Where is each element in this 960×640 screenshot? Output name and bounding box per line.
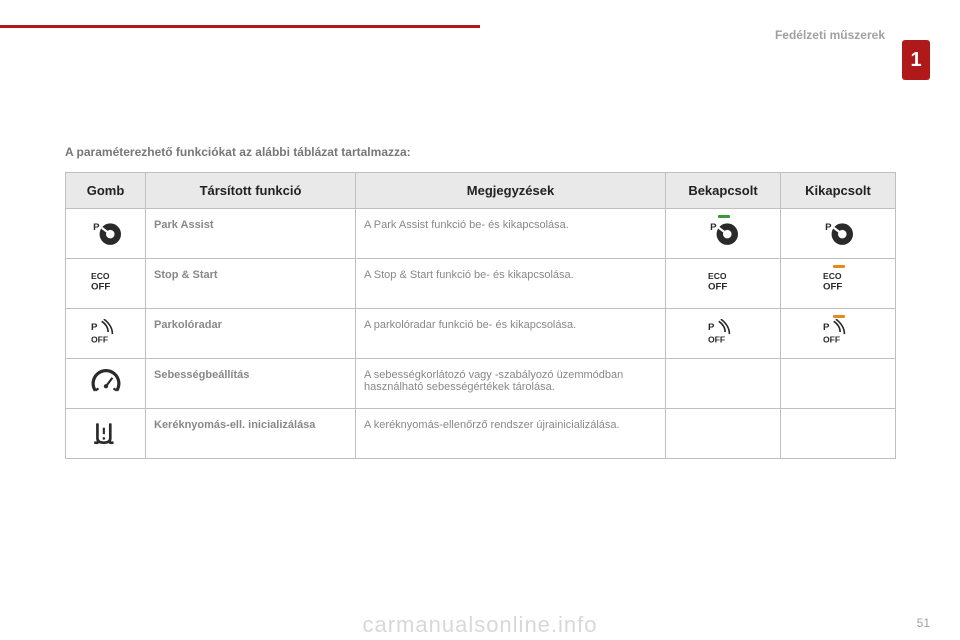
state-off — [781, 309, 896, 359]
function-note: A keréknyomás-ellenőrző rendszer újraini… — [356, 409, 666, 459]
table-row: Keréknyomás-ell. inicializálásaA kerékny… — [66, 409, 896, 459]
function-name: Parkolóradar — [146, 309, 356, 359]
watermark: carmanualsonline.info — [0, 612, 960, 638]
intro-text: A paraméterezhető funkciókat az alábbi t… — [65, 145, 411, 159]
col-off: Kikapcsolt — [781, 173, 896, 209]
table-row: SebességbeállításA sebességkorlátozó vag… — [66, 359, 896, 409]
function-name: Sebességbeállítás — [146, 359, 356, 409]
function-note: A parkolóradar funkció be- és kikapcsolá… — [356, 309, 666, 359]
table-row: Park AssistA Park Assist funkció be- és … — [66, 209, 896, 259]
parking-radar-icon — [66, 309, 146, 359]
section-title: Fedélzeti műszerek — [775, 28, 885, 42]
state-off — [781, 259, 896, 309]
function-name: Park Assist — [146, 209, 356, 259]
col-gomb: Gomb — [66, 173, 146, 209]
col-note: Megjegyzések — [356, 173, 666, 209]
speed-gauge-icon — [66, 359, 146, 409]
table-row: Stop & StartA Stop & Start funkció be- é… — [66, 259, 896, 309]
state-on — [666, 409, 781, 459]
functions-table: Gomb Társított funkció Megjegyzések Beka… — [65, 172, 896, 459]
red-accent-bar — [0, 25, 480, 28]
function-note: A Stop & Start funkció be- és kikapcsolá… — [356, 259, 666, 309]
state-off — [781, 409, 896, 459]
park-assist-icon — [66, 209, 146, 259]
table-header-row: Gomb Társított funkció Megjegyzések Beka… — [66, 173, 896, 209]
table-row: ParkolóradarA parkolóradar funkció be- é… — [66, 309, 896, 359]
tyre-icon — [66, 409, 146, 459]
col-on: Bekapcsolt — [666, 173, 781, 209]
stop-start-icon — [66, 259, 146, 309]
function-note: A Park Assist funkció be- és kikapcsolás… — [356, 209, 666, 259]
state-off — [781, 359, 896, 409]
function-note: A sebességkorlátozó vagy -szabályozó üze… — [356, 359, 666, 409]
col-func: Társított funkció — [146, 173, 356, 209]
function-name: Stop & Start — [146, 259, 356, 309]
state-on — [666, 259, 781, 309]
page: Fedélzeti műszerek 1 A paraméterezhető f… — [0, 0, 960, 640]
state-on — [666, 359, 781, 409]
state-on — [666, 209, 781, 259]
section-tab: 1 — [902, 40, 930, 80]
state-on — [666, 309, 781, 359]
state-off — [781, 209, 896, 259]
function-name: Keréknyomás-ell. inicializálása — [146, 409, 356, 459]
